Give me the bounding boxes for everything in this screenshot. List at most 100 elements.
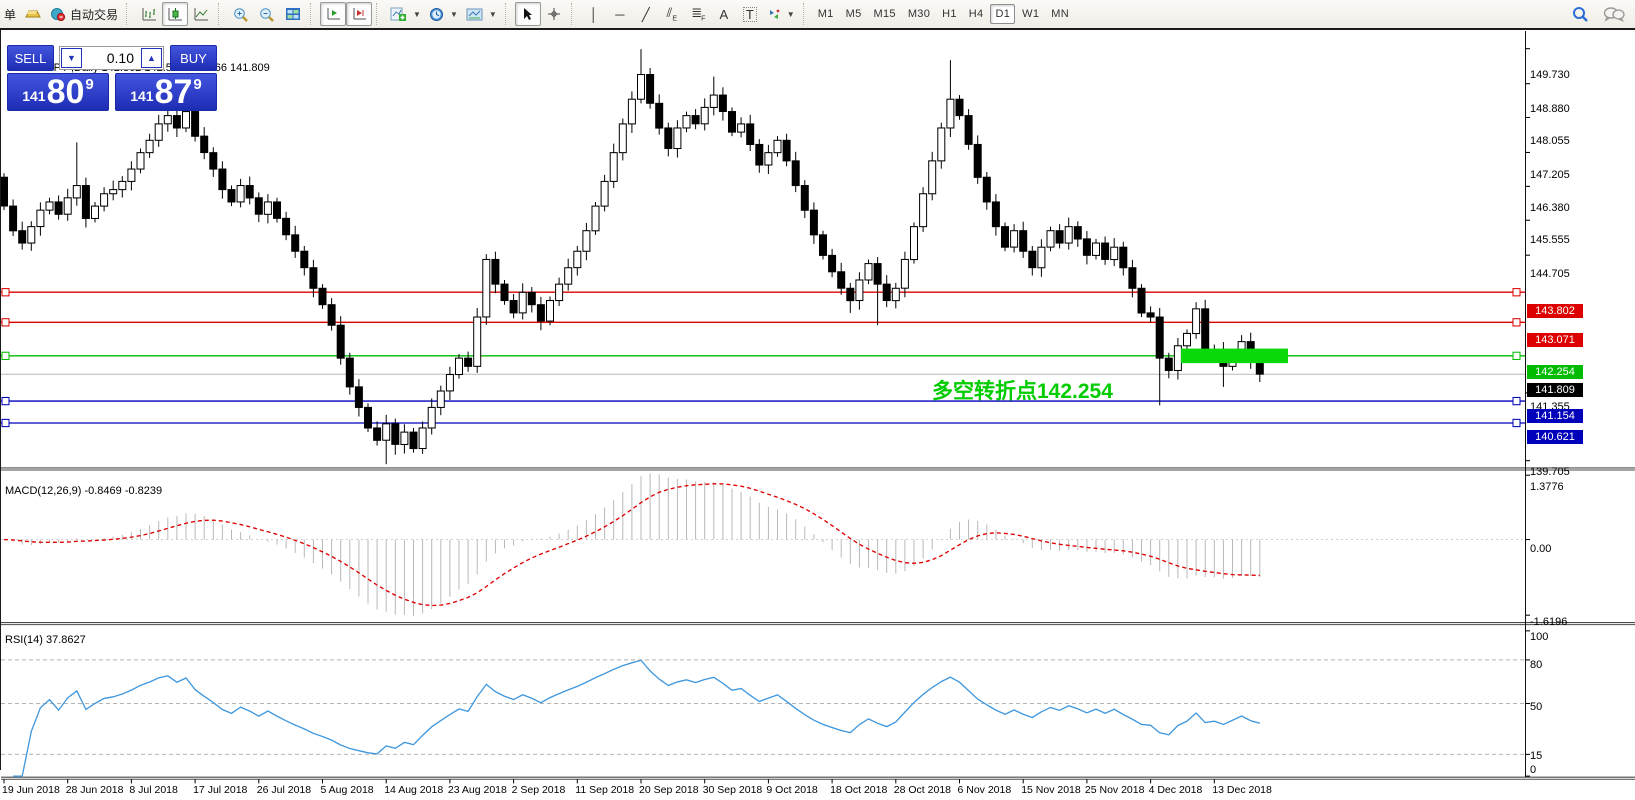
timeframe-H1[interactable]: H1 xyxy=(942,8,957,20)
price-level-label: 142.254 xyxy=(1527,365,1583,380)
trendline-tool-button[interactable]: ╱ xyxy=(633,2,659,26)
search-icon[interactable] xyxy=(1572,6,1589,23)
date-tick-label: 6 Nov 2018 xyxy=(957,784,1012,796)
crosshair-tool-button[interactable] xyxy=(541,2,567,26)
rsi-tick-label: 15 xyxy=(1530,750,1543,762)
date-tick-label: 28 Oct 2018 xyxy=(893,784,952,796)
candlestick-icon xyxy=(168,8,182,21)
dropdown-arrow: ▼ xyxy=(786,9,795,19)
macd-tick-label: 0.00 xyxy=(1530,543,1552,555)
timeframe-M1[interactable]: M1 xyxy=(817,8,834,20)
indicators-button[interactable]: ▼ xyxy=(386,2,425,26)
price-tick-label: 148.880 xyxy=(1530,102,1570,115)
timeframe-M5[interactable]: M5 xyxy=(845,8,862,20)
periods-clock-icon xyxy=(429,7,443,21)
timeframe-W1[interactable]: W1 xyxy=(1022,8,1040,20)
new-order-button-clipped[interactable]: 单 xyxy=(0,2,20,26)
sell-price-button[interactable]: 141 80 9 xyxy=(7,73,109,111)
trendline-icon: ╱ xyxy=(641,6,650,22)
timeframe-M15[interactable]: M15 xyxy=(873,8,896,20)
date-tick-label: 23 Aug 2018 xyxy=(447,784,507,796)
volume-stepper: ▼ 0.10 ▲ xyxy=(59,46,164,70)
macd-tick-label: 1.3776 xyxy=(1530,481,1564,493)
text-label-icon: T xyxy=(742,6,757,22)
channel-tool-button[interactable]: ⫽E xyxy=(659,2,685,26)
templates-icon xyxy=(466,8,483,20)
autotrading-button[interactable]: 自动交易 xyxy=(46,2,122,26)
price-level-label: 143.071 xyxy=(1527,332,1583,347)
buy-button[interactable]: BUY xyxy=(170,45,217,71)
fibonacci-tool-button[interactable]: ≣F xyxy=(685,2,711,26)
volume-value[interactable]: 0.10 xyxy=(106,50,134,66)
auto-scroll-button[interactable] xyxy=(320,2,347,26)
timeframe-D1[interactable]: D1 xyxy=(990,4,1016,24)
turning-point-annotation[interactable]: 多空转折点142.254 xyxy=(932,380,1113,403)
timeframe-MN[interactable]: MN xyxy=(1051,8,1069,20)
date-tick-label: 30 Sep 2018 xyxy=(702,784,763,796)
arrows-tool-button[interactable]: ▼ xyxy=(763,2,799,26)
arrows-icon xyxy=(769,9,780,19)
date-tick-label: 13 Dec 2018 xyxy=(1212,784,1272,796)
volume-increase-button[interactable]: ▲ xyxy=(141,48,162,68)
price-level-label: 141.154 xyxy=(1527,408,1583,423)
date-tick-label: 28 Jun 2018 xyxy=(65,784,124,796)
one-click-trade-panel: SELL ▼ 0.10 ▲ BUY 141 80 9 141 87 9 xyxy=(7,45,217,111)
periods-button[interactable]: ▼ xyxy=(425,2,462,26)
date-tick-label: 18 Oct 2018 xyxy=(830,784,888,796)
dropdown-arrow: ▼ xyxy=(413,9,421,19)
date-tick-label: 11 Sep 2018 xyxy=(575,784,635,796)
dropdown-arrow: ▼ xyxy=(449,9,458,19)
toolbar-separator xyxy=(504,3,512,25)
channel-icon: ⫽E xyxy=(666,4,678,23)
chart-canvas[interactable] xyxy=(1,30,1635,800)
date-tick-label: 25 Nov 2018 xyxy=(1084,784,1145,796)
hline-icon: ─ xyxy=(615,6,625,22)
chat-icon[interactable] xyxy=(1603,6,1625,22)
price-tick-label: 148.055 xyxy=(1530,135,1570,148)
rsi-tick-label: 0 xyxy=(1530,764,1537,776)
timeframe-M30[interactable]: M30 xyxy=(907,8,931,20)
price-level-label: 140.621 xyxy=(1527,429,1583,444)
rsi-indicator-label: RSI(14) 37.8627 xyxy=(5,634,86,646)
toolbar-separator xyxy=(218,3,225,25)
date-tick-label: 20 Sep 2018 xyxy=(639,784,699,796)
zoom-in-button[interactable] xyxy=(228,2,254,26)
fibonacci-icon: ≣F xyxy=(691,4,705,23)
buy-price-button[interactable]: 141 87 9 xyxy=(115,73,217,111)
price-tick-label: 145.555 xyxy=(1530,234,1570,247)
gold-ingot-icon[interactable] xyxy=(20,2,46,26)
macd-tick-label: -1.6196 xyxy=(1530,615,1568,628)
tile-windows-button[interactable] xyxy=(280,2,306,26)
sell-button[interactable]: SELL xyxy=(7,45,54,71)
zoom-out-icon xyxy=(260,7,274,22)
price-level-label: 143.802 xyxy=(1527,303,1583,318)
templates-button[interactable]: ▼ xyxy=(462,2,501,26)
current-price-label: 141.809 xyxy=(1527,382,1583,397)
new-order-label: 单 xyxy=(4,7,17,22)
candlestick-mode-button[interactable] xyxy=(162,2,189,26)
cursor-tool-button[interactable] xyxy=(514,2,541,26)
dropdown-arrow: ▼ xyxy=(488,9,497,19)
rsi-tick-label: 100 xyxy=(1530,631,1549,643)
text-label-tool-button[interactable]: T xyxy=(737,2,763,26)
bar-chart-icon xyxy=(142,8,156,21)
toolbar-separator xyxy=(570,3,578,25)
chart-shift-button[interactable] xyxy=(346,2,373,26)
autotrading-icon xyxy=(51,8,66,21)
toolbar-separator xyxy=(376,3,383,25)
vertical-line-tool-button[interactable]: │ xyxy=(581,2,607,26)
zoom-out-button[interactable] xyxy=(254,2,280,26)
date-tick-label: 8 Jul 2018 xyxy=(129,784,178,796)
autotrading-label: 自动交易 xyxy=(70,7,119,22)
toolbar-separator xyxy=(310,3,317,25)
line-chart-mode-button[interactable] xyxy=(188,2,214,26)
volume-decrease-button[interactable]: ▼ xyxy=(61,48,82,68)
bar-chart-mode-button[interactable] xyxy=(136,2,162,26)
timeframe-H4[interactable]: H4 xyxy=(968,8,984,20)
line-chart-icon xyxy=(194,8,208,21)
price-tick-label: 149.730 xyxy=(1530,69,1570,81)
horizontal-line-tool-button[interactable]: ─ xyxy=(607,2,633,26)
text-tool-button[interactable]: A xyxy=(711,2,737,26)
buy-price-integer: 141 xyxy=(130,88,154,104)
date-tick-label: 15 Nov 2018 xyxy=(1021,784,1081,796)
